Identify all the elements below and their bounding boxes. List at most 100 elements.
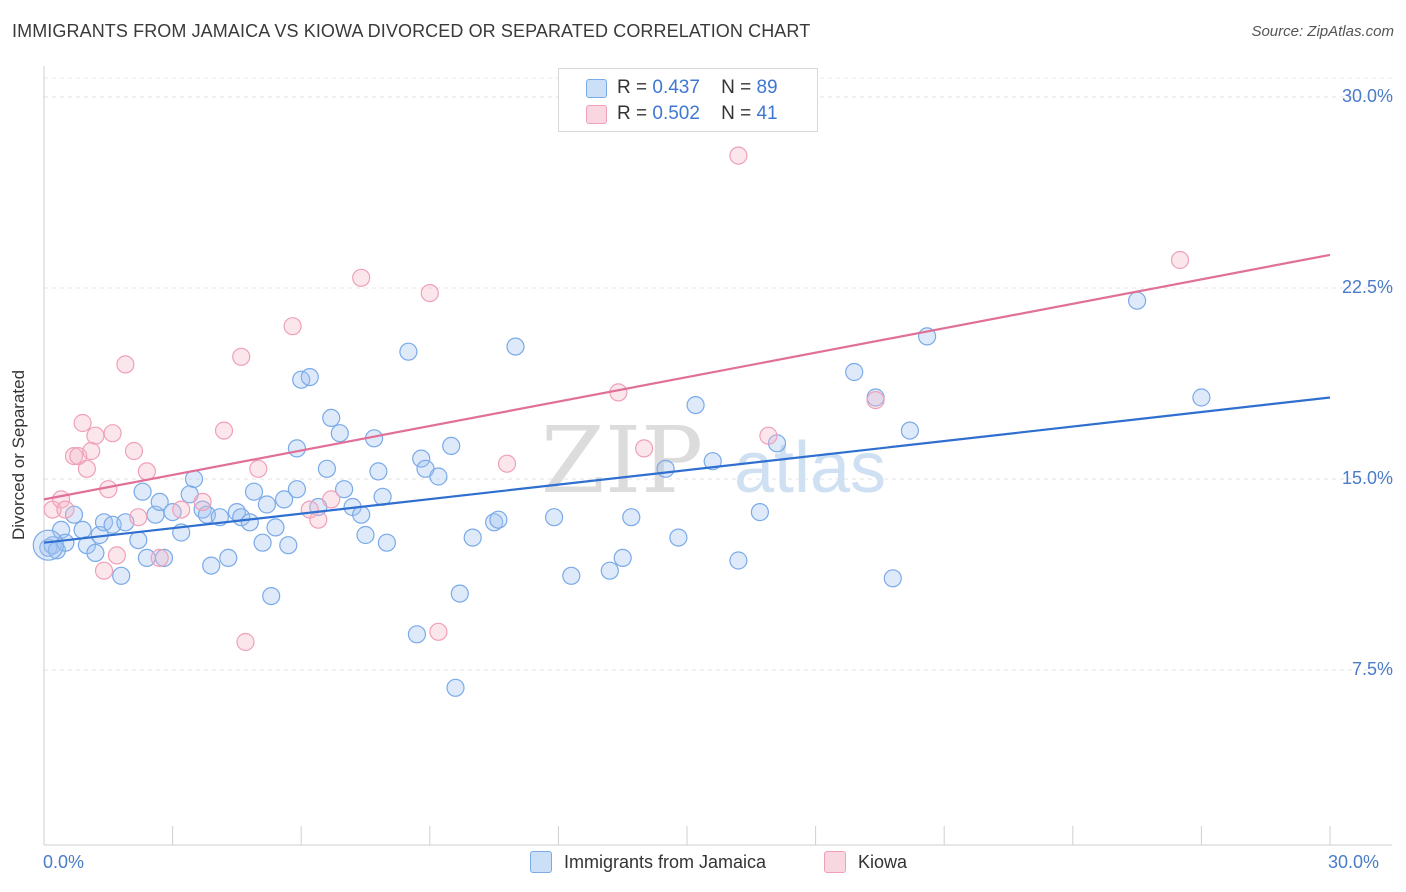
point-jamaica — [279, 536, 298, 555]
trend-line-jamaica — [43, 396, 1331, 544]
watermark-atlas: atlas — [734, 428, 886, 508]
point-jamaica — [300, 368, 319, 387]
series-legend: Immigrants from Jamaica Kiowa — [0, 851, 1406, 877]
point-jamaica — [463, 528, 482, 547]
point-jamaica — [622, 508, 641, 527]
legend-n-value: 41 — [756, 103, 778, 124]
point-kiowa — [137, 462, 156, 481]
legend-n-value: 89 — [756, 77, 778, 98]
point-jamaica — [32, 529, 64, 561]
point-jamaica — [322, 408, 341, 427]
point-kiowa — [497, 454, 517, 473]
correlation-legend: R = 0.437 N = 89 R = 0.502 N = 41 — [558, 68, 818, 132]
legend-r-value: 0.502 — [652, 103, 700, 124]
legend-r-value: 0.437 — [652, 77, 700, 98]
y-tick-label: 7.5% — [1351, 659, 1393, 679]
point-jamaica — [257, 495, 276, 514]
legend-item-kiowa: Kiowa — [824, 851, 907, 873]
point-jamaica — [883, 569, 902, 588]
point-jamaica — [506, 337, 525, 356]
source-credit: Source: ZipAtlas.com — [1251, 23, 1394, 40]
point-jamaica — [429, 467, 448, 486]
point-jamaica — [600, 561, 619, 580]
point-kiowa — [172, 500, 191, 519]
point-jamaica — [729, 551, 748, 570]
grid-lines — [44, 77, 1392, 671]
point-jamaica — [377, 533, 396, 552]
legend-n-label: N = — [721, 103, 752, 124]
point-jamaica — [686, 396, 705, 415]
watermark: ZIP atlas — [541, 407, 886, 514]
point-jamaica — [287, 439, 306, 458]
point-jamaica — [253, 533, 272, 552]
legend-row-jamaica: R = 0.437 N = 89 — [586, 77, 778, 99]
point-kiowa — [232, 347, 251, 366]
point-jamaica — [446, 678, 465, 697]
point-jamaica — [154, 548, 174, 568]
point-kiowa — [249, 459, 268, 478]
point-kiowa — [82, 441, 101, 461]
point-jamaica — [266, 518, 285, 537]
point-jamaica — [330, 424, 349, 443]
point-kiowa — [86, 426, 105, 445]
point-jamaica — [240, 513, 259, 532]
point-kiowa — [352, 268, 371, 287]
point-kiowa — [309, 510, 328, 529]
point-jamaica — [112, 566, 131, 585]
point-kiowa — [429, 622, 448, 641]
point-jamaica — [407, 625, 426, 644]
legend-label-kiowa: Kiowa — [858, 851, 908, 872]
point-kiowa — [150, 548, 169, 568]
point-jamaica — [244, 482, 264, 501]
point-jamaica — [656, 459, 675, 478]
y-axis-label: Divorced or Separated — [9, 369, 28, 541]
point-jamaica — [562, 566, 581, 585]
x-tick-label-max: 30.0% — [1328, 852, 1380, 872]
point-kiowa — [77, 459, 97, 478]
legend-r-label: R = — [617, 103, 648, 124]
point-kiowa — [116, 355, 135, 374]
point-kiowa — [129, 508, 148, 527]
point-kiowa — [214, 421, 234, 440]
point-kiowa — [236, 632, 255, 652]
y-tick-label: 22.5% — [1341, 277, 1393, 297]
point-kiowa — [729, 146, 748, 165]
point-jamaica — [369, 462, 388, 481]
point-jamaica — [703, 452, 722, 471]
point-jamaica — [64, 505, 84, 524]
point-kiowa — [634, 439, 654, 458]
point-jamaica — [669, 528, 688, 547]
point-jamaica — [1127, 291, 1147, 310]
point-jamaica — [845, 362, 864, 382]
data-points — [32, 146, 1211, 697]
point-kiowa — [64, 447, 84, 466]
point-jamaica — [544, 508, 564, 527]
chart-title: IMMIGRANTS FROM JAMAICA VS KIOWA DIVORCE… — [12, 21, 811, 41]
y-tick-label: 30.0% — [1341, 86, 1393, 106]
legend-swatch-kiowa — [586, 104, 607, 124]
point-kiowa — [56, 500, 75, 519]
legend-swatch-kiowa — [824, 851, 846, 873]
legend-row-kiowa: R = 0.502 N = 41 — [586, 103, 778, 125]
legend-swatch-jamaica — [530, 851, 552, 873]
point-jamaica — [399, 342, 418, 361]
legend-label-jamaica: Immigrants from Jamaica — [564, 851, 767, 872]
trend-lines — [43, 253, 1331, 544]
watermark-zip: ZIP — [541, 407, 703, 514]
point-jamaica — [356, 525, 375, 545]
legend-swatch-jamaica — [586, 78, 607, 98]
point-jamaica — [750, 502, 770, 522]
point-jamaica — [73, 520, 92, 540]
point-jamaica — [275, 490, 294, 509]
point-kiowa — [107, 546, 127, 565]
point-kiowa — [1170, 250, 1190, 270]
point-jamaica — [219, 548, 238, 568]
y-tick-label: 15.0% — [1341, 468, 1393, 488]
point-jamaica — [129, 530, 148, 550]
legend-n-label: N = — [721, 77, 752, 98]
point-kiowa — [283, 317, 302, 336]
point-jamaica — [613, 548, 632, 568]
point-jamaica — [86, 543, 105, 563]
axes — [43, 66, 1392, 846]
